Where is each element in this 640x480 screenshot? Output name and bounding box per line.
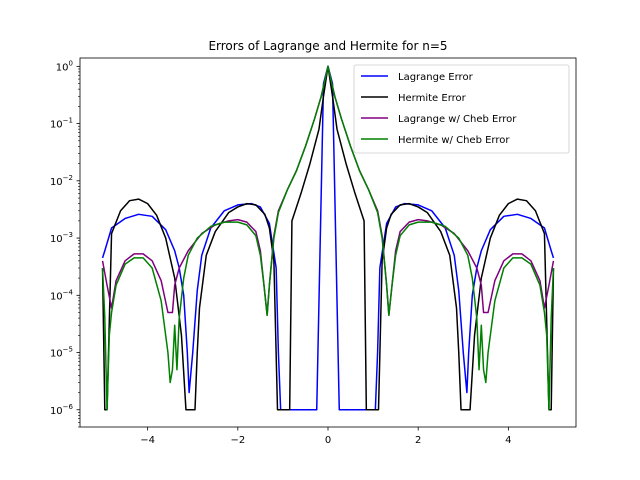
y-axis: 10−6 10−5 10−4 10−3 10−2 10−1 100 <box>50 59 80 428</box>
series-layer <box>101 65 555 411</box>
x-tick-label: 0 <box>325 435 331 446</box>
x-tick-label: 4 <box>505 435 511 446</box>
y-tick-label: 10−3 <box>50 231 73 245</box>
chart-title: Errors of Lagrange and Hermite for n=5 <box>208 39 447 53</box>
y-tick-label: 10−2 <box>50 174 73 188</box>
series-line-4 <box>101 65 555 411</box>
x-tick-label: −4 <box>140 435 155 446</box>
y-tick-label: 10−5 <box>50 346 73 360</box>
x-tick-label: 2 <box>415 435 421 446</box>
legend-label: Hermite Error <box>398 93 467 104</box>
legend-box <box>353 64 570 154</box>
legend-label: Lagrange Error <box>398 72 474 83</box>
y-tick-label: 10−4 <box>50 288 74 302</box>
y-tick-label: 100 <box>56 59 73 73</box>
y-tick-label: 10−6 <box>50 403 74 417</box>
x-tick-label: −2 <box>230 435 245 446</box>
x-axis: −4 −2 0 2 4 <box>140 427 512 446</box>
legend: Lagrange Error Hermite Error Lagrange w/ C… <box>353 64 570 154</box>
legend-label: Hermite w/ Cheb Error <box>398 135 510 146</box>
legend-label: Lagrange w/ Cheb Error <box>398 114 517 125</box>
y-tick-label: 10−1 <box>50 117 73 131</box>
